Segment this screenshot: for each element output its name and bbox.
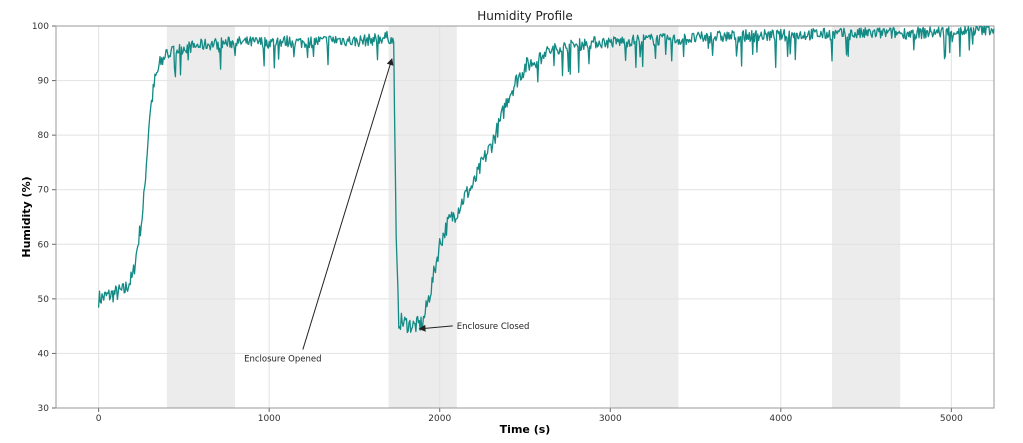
x-axis-label: Time (s)	[500, 423, 551, 436]
x-tick-label: 4000	[769, 414, 792, 424]
shaded-region	[388, 26, 457, 408]
y-tick-label: 40	[38, 349, 50, 359]
x-tick-label: 2000	[428, 414, 451, 424]
y-tick-label: 50	[38, 295, 50, 305]
shaded-region	[831, 26, 901, 408]
enclosure-opened-arrow	[302, 58, 394, 350]
y-tick-label: 90	[38, 77, 50, 87]
enclosure-closed-label: Enclosure Closed	[457, 322, 530, 332]
shaded-region	[610, 26, 679, 408]
y-tick-label: 30	[38, 404, 50, 414]
x-tick-label: 5000	[940, 414, 963, 424]
y-tick-label: 60	[38, 240, 50, 250]
enclosure-opened-label: Enclosure Opened	[244, 355, 321, 365]
enclosure-closed-arrow	[418, 324, 453, 332]
y-axis-label: Humidity (%)	[20, 176, 33, 257]
y-tick-label: 70	[38, 186, 50, 196]
annotations: Enclosure Opened Enclosure Closed	[244, 58, 530, 365]
plot-frame	[55, 25, 995, 409]
shaded-regions	[166, 26, 901, 408]
y-tick-label: 80	[38, 131, 50, 141]
tick-labels: 0 1000 2000 3000 4000 5000 30 40 50 60 70 80 90 100	[32, 22, 963, 424]
chart-title: Humidity Profile	[477, 9, 573, 23]
x-tick-label: 1000	[258, 414, 281, 424]
shaded-region	[166, 26, 236, 408]
x-tick-label: 0	[96, 414, 102, 424]
series-lines	[97, 25, 995, 334]
x-tick-label: 3000	[599, 414, 622, 424]
humidity-series-line	[97, 25, 995, 334]
y-tick-label: 100	[32, 22, 49, 32]
